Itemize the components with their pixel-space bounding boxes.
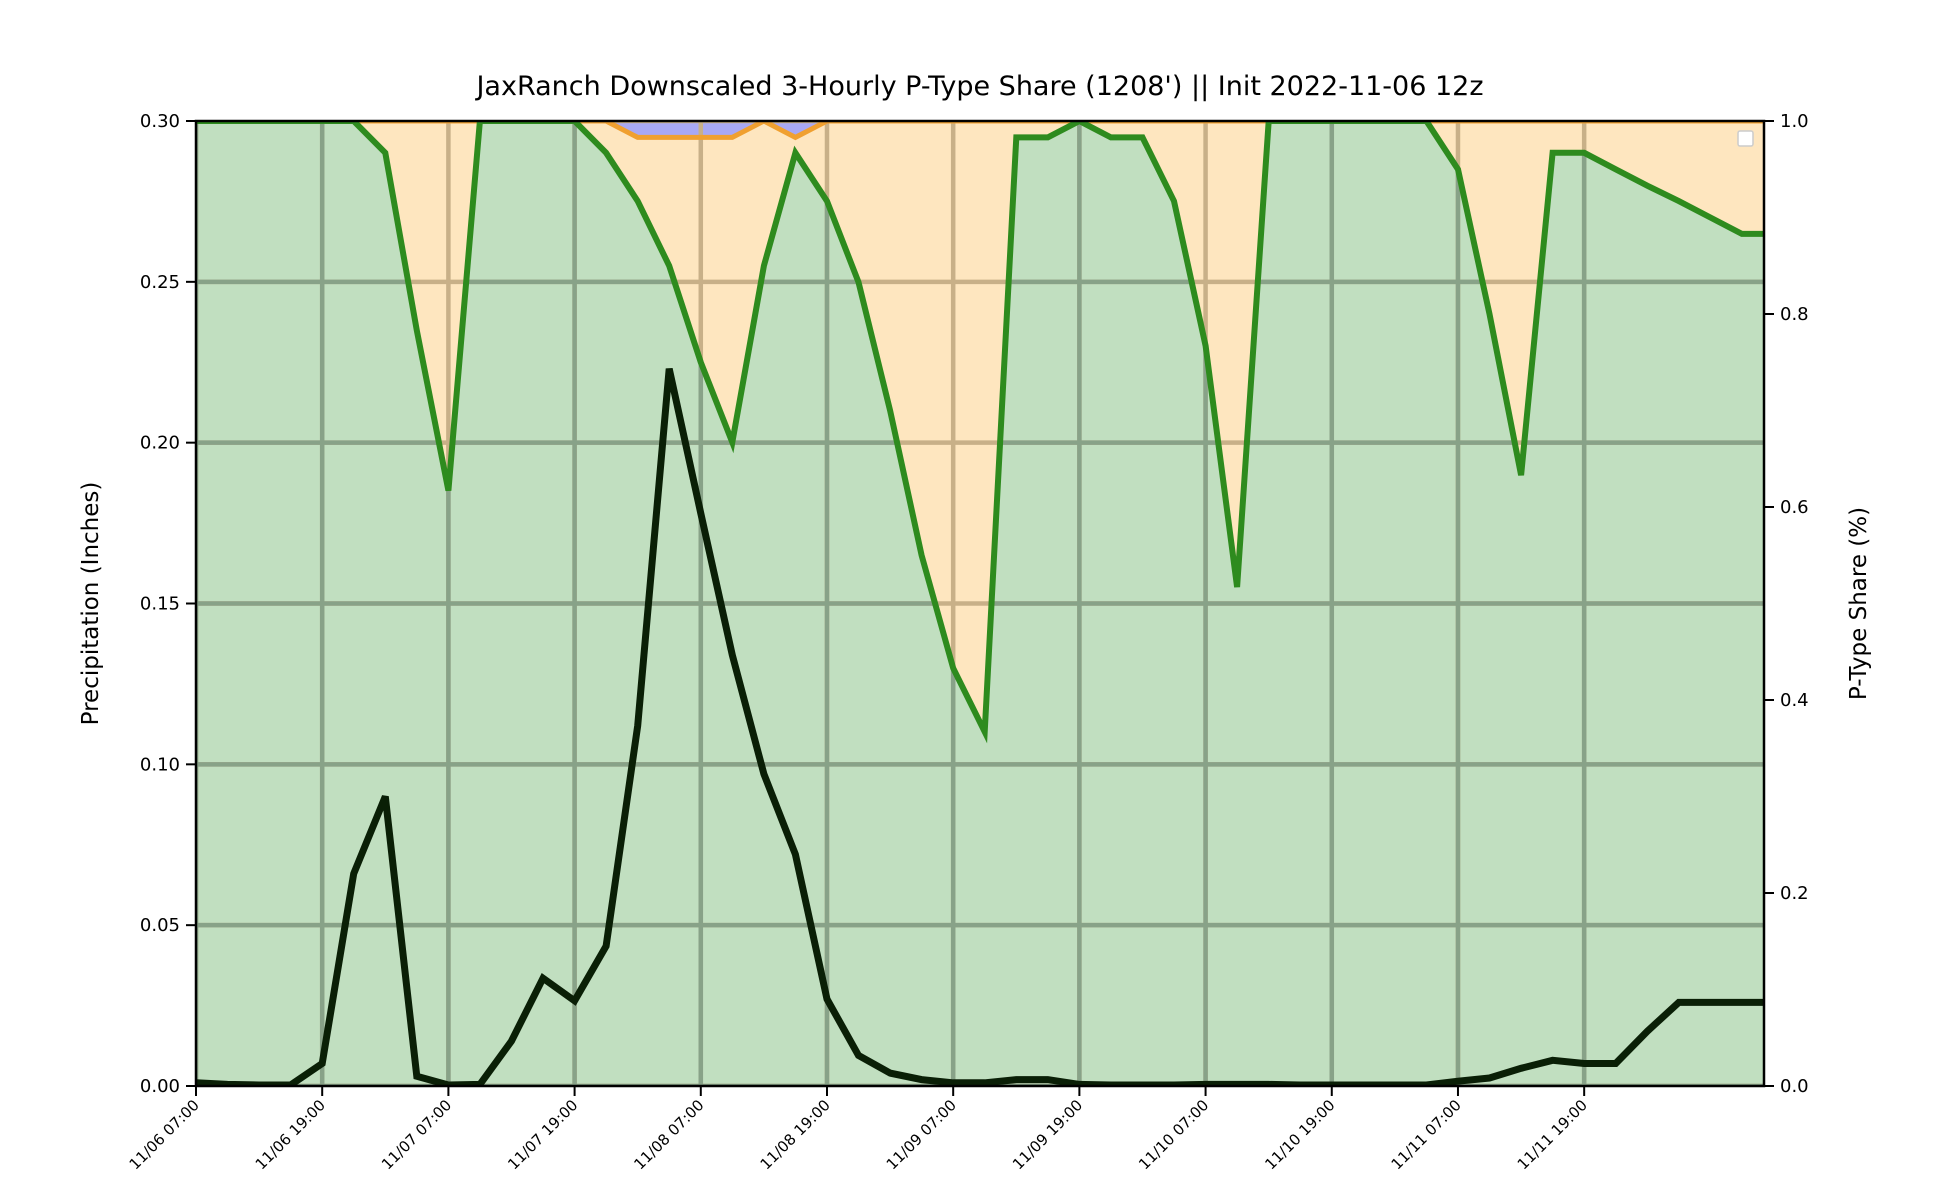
x-tick-label: 11/09 19:00: [1009, 1096, 1086, 1173]
x-tick-label: 11/10 19:00: [1261, 1096, 1338, 1173]
y2-tick-label: 0.4: [1780, 690, 1809, 711]
y-tick-label: 0.10: [140, 754, 180, 775]
y2-axis-label: P-Type Share (%): [1846, 507, 1872, 700]
x-tick-label: 11/10 07:00: [1135, 1096, 1212, 1173]
y-axis-label: Precipitation (Inches): [78, 482, 104, 726]
y2-tick-label: 0.8: [1780, 304, 1809, 325]
y2-tick-label: 0.6: [1780, 497, 1809, 518]
x-tick-label: 11/11 19:00: [1514, 1096, 1591, 1173]
y2-tick-label: 0.0: [1780, 1076, 1809, 1097]
y2-tick-label: 1.0: [1780, 111, 1809, 132]
y-tick-label: 0.25: [140, 272, 180, 293]
grid-lines: [196, 121, 1764, 1086]
chart-title: JaxRanch Downscaled 3-Hourly P-Type Shar…: [474, 71, 1483, 102]
y-tick-label: 0.00: [140, 1076, 180, 1097]
plot-area: [196, 121, 1764, 1086]
y-tick-label: 0.05: [140, 915, 180, 936]
y-tick-label: 0.15: [140, 594, 180, 615]
x-tick-label: 11/06 19:00: [252, 1096, 329, 1173]
x-tick-label: 11/09 07:00: [883, 1096, 960, 1173]
x-tick-label: 11/07 07:00: [378, 1096, 455, 1173]
legend-box: [1737, 130, 1754, 147]
x-tick-label: 11/08 19:00: [757, 1096, 834, 1173]
x-tick-label: 11/07 19:00: [504, 1096, 581, 1173]
y-tick-label: 0.30: [140, 111, 180, 132]
y-tick-label: 0.20: [140, 433, 180, 454]
y2-tick-label: 0.2: [1780, 883, 1809, 904]
rain-share-area: [196, 121, 1764, 1086]
rain-share-line: [196, 121, 1764, 744]
x-tick-label: 11/11 07:00: [1388, 1096, 1465, 1173]
x-tick-label: 11/06 07:00: [126, 1096, 203, 1173]
x-tick-label: 11/08 07:00: [630, 1096, 707, 1173]
